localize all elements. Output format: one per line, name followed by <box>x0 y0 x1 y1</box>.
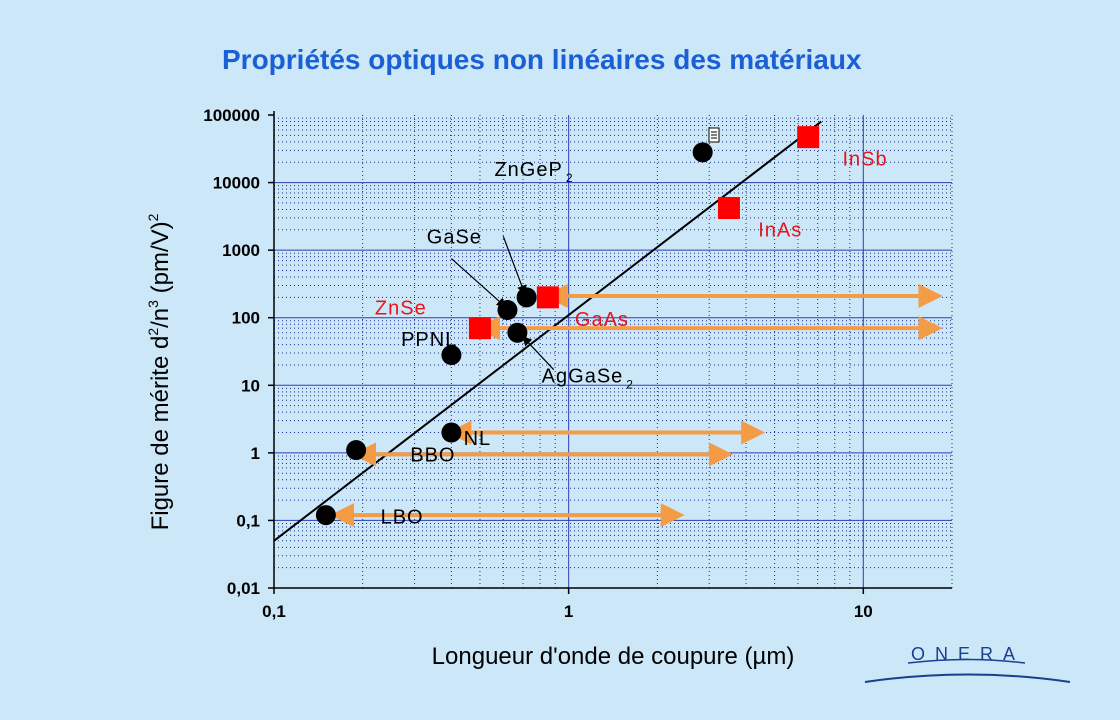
pointer-zngep2 <box>502 236 527 296</box>
y-tick-label: 1000 <box>222 241 260 260</box>
x-tick-label: 0,1 <box>262 602 286 621</box>
pointer-arrows <box>450 236 555 371</box>
onera-logo: ONERA <box>864 644 1071 683</box>
label-znse: ZnSe <box>375 297 427 319</box>
pointer-gase <box>450 258 507 308</box>
trend-line <box>273 120 822 542</box>
pointer-aggase2 <box>522 336 555 371</box>
label-bbo: BBO <box>410 444 455 466</box>
x-tick-label: 10 <box>854 602 873 621</box>
y-axis-title: Figure de mérite d2/n3 (pm/V)2 <box>145 213 174 530</box>
label-nl: NL <box>464 428 492 450</box>
label-inas: InAs <box>758 219 802 241</box>
point-labels: LBO BBO NL PPNL GaSe ZnGeP 2 AgGaSe 2 ZnSe GaAs InA… <box>375 148 888 529</box>
y-tick-label: 0,01 <box>227 579 260 598</box>
transparency-ranges <box>330 283 943 528</box>
label-aggase: AgGaSe 2 <box>542 365 634 391</box>
point-te <box>692 142 713 163</box>
y-tick-label: 100000 <box>203 106 260 125</box>
y-tick-label: 0,1 <box>236 511 260 530</box>
logo-text: ONERA <box>911 644 1025 664</box>
y-tick-label: 10000 <box>213 174 260 193</box>
label-insb: InSb <box>843 148 888 170</box>
point-aggase2 <box>507 322 528 343</box>
point-znse <box>468 317 491 340</box>
point-insb <box>797 126 820 149</box>
point-bbo <box>346 440 367 461</box>
label-lbo: LBO <box>381 507 424 529</box>
axis-titles: Longueur d'onde de coupure (µm) Figure d… <box>145 213 794 670</box>
point-gaas <box>536 286 559 309</box>
point-gase <box>497 300 518 321</box>
point-zngep2 <box>516 287 537 308</box>
label-ppnl: PPNL <box>401 329 457 351</box>
x-axis-title: Longueur d'onde de coupure (µm) <box>432 643 795 670</box>
label-gaas: GaAs <box>575 309 629 331</box>
x-tick-label: 1 <box>564 602 573 621</box>
small-icon <box>708 127 720 143</box>
point-lbo <box>315 505 336 526</box>
label-gase: GaSe <box>427 227 482 249</box>
trend-line-group <box>273 120 822 542</box>
y-tick-label: 10 <box>241 376 260 395</box>
y-tick-label: 1 <box>251 444 260 463</box>
point-ppnl <box>441 345 462 366</box>
point-inas <box>717 197 740 220</box>
point-nl <box>441 422 462 443</box>
y-tick-label: 100 <box>232 309 260 328</box>
axes <box>268 111 952 594</box>
label-zngep: ZnGeP 2 <box>494 159 573 185</box>
page-title: Propriétés optiques non linéaires des ma… <box>222 44 862 75</box>
data-points <box>315 126 820 526</box>
